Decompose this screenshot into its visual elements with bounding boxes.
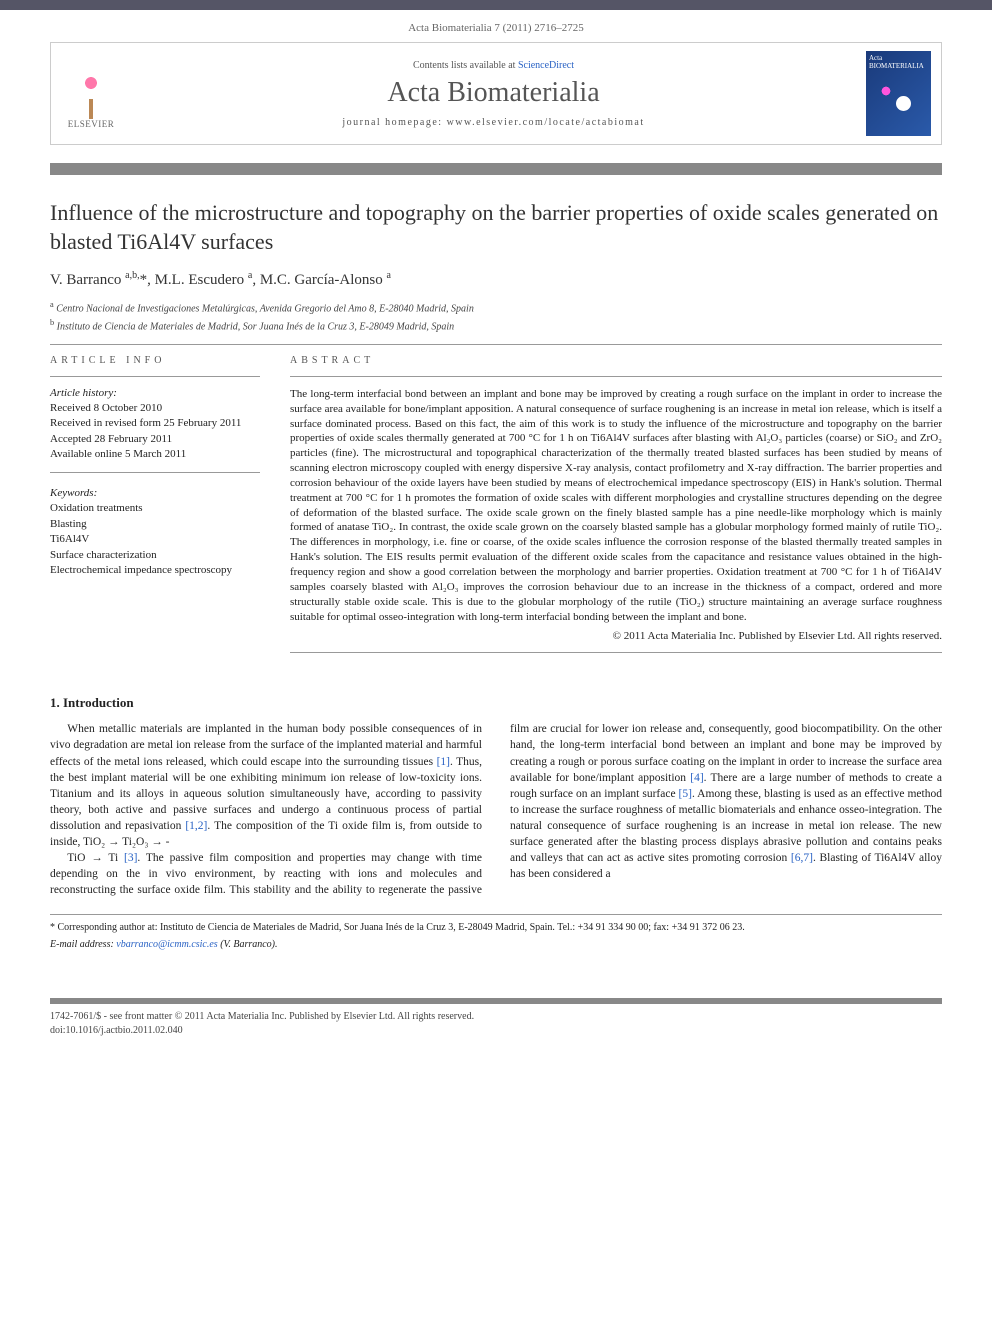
- article-content: Influence of the microstructure and topo…: [0, 175, 992, 980]
- journal-reference: Acta Biomaterialia 7 (2011) 2716–2725: [0, 10, 992, 42]
- info-rule: [50, 376, 260, 377]
- elsevier-tree-icon: [71, 74, 111, 119]
- article-title: Influence of the microstructure and topo…: [50, 199, 942, 256]
- keyword: Oxidation treatments: [50, 501, 260, 516]
- history-revised: Received in revised form 25 February 201…: [50, 416, 260, 431]
- abstract-rule: [290, 376, 942, 377]
- body-para-1: When metallic materials are implanted in…: [50, 721, 482, 850]
- keyword: Surface characterization: [50, 548, 260, 563]
- publisher-name: ELSEVIER: [68, 119, 115, 129]
- history-label: Article history:: [50, 387, 260, 399]
- body-section: 1. Introduction When metallic materials …: [50, 695, 942, 950]
- top-border-bar: [0, 0, 992, 10]
- abstract-column: ABSTRACT The long-term interfacial bond …: [290, 355, 942, 664]
- author-list: V. Barranco a,b,*, M.L. Escudero a, M.C.…: [50, 270, 942, 289]
- email-address[interactable]: vbarranco@icmm.csic.es: [116, 939, 217, 950]
- journal-homepage: journal homepage: www.elsevier.com/locat…: [131, 117, 856, 128]
- publisher-logo[interactable]: ELSEVIER: [61, 59, 121, 129]
- affiliation-a: a Centro Nacional de Investigaciones Met…: [50, 299, 942, 316]
- info-abstract-row: ARTICLE INFO Article history: Received 8…: [50, 355, 942, 664]
- history-online: Available online 5 March 2011: [50, 447, 260, 462]
- email-line: E-mail address: vbarranco@icmm.csic.es (…: [50, 939, 942, 950]
- history-accepted: Accepted 28 February 2011: [50, 432, 260, 447]
- abstract-copyright: © 2011 Acta Materialia Inc. Published by…: [290, 630, 942, 642]
- journal-name: Acta Biomaterialia: [131, 77, 856, 109]
- affiliation-b: b Instituto de Ciencia de Materiales de …: [50, 317, 942, 334]
- keyword: Electrochemical impedance spectroscopy: [50, 563, 260, 578]
- homepage-url[interactable]: www.elsevier.com/locate/actabiomat: [447, 117, 645, 128]
- keyword: Ti6Al4V: [50, 532, 260, 547]
- corresponding-footnote: * Corresponding author at: Instituto de …: [50, 914, 942, 935]
- footer-doi: doi:10.1016/j.actbio.2011.02.040: [50, 1024, 942, 1038]
- keywords-rule: [50, 472, 260, 473]
- keywords-label: Keywords:: [50, 487, 260, 499]
- divider-bar: [50, 163, 942, 175]
- journal-header-box: ELSEVIER Contents lists available at Sci…: [50, 42, 942, 145]
- horizontal-rule: [50, 344, 942, 345]
- abstract-heading: ABSTRACT: [290, 355, 942, 366]
- section-heading: 1. Introduction: [50, 695, 942, 711]
- article-info-heading: ARTICLE INFO: [50, 355, 260, 366]
- history-received: Received 8 October 2010: [50, 401, 260, 416]
- footer-text: 1742-7061/$ - see front matter © 2011 Ac…: [0, 1004, 992, 1058]
- sciencedirect-link[interactable]: ScienceDirect: [518, 60, 574, 71]
- keyword: Blasting: [50, 517, 260, 532]
- abstract-end-rule: [290, 652, 942, 653]
- cover-title: Acta BIOMATERIALIA: [866, 51, 931, 73]
- header-center: Contents lists available at ScienceDirec…: [131, 60, 856, 128]
- abstract-text: The long-term interfacial bond between a…: [290, 387, 942, 625]
- footer-front-matter: 1742-7061/$ - see front matter © 2011 Ac…: [50, 1010, 942, 1024]
- journal-cover-thumbnail[interactable]: Acta BIOMATERIALIA: [866, 51, 931, 136]
- article-info-column: ARTICLE INFO Article history: Received 8…: [50, 355, 260, 664]
- body-columns: When metallic materials are implanted in…: [50, 721, 942, 898]
- affiliations: a Centro Nacional de Investigaciones Met…: [50, 299, 942, 334]
- contents-line: Contents lists available at ScienceDirec…: [131, 60, 856, 71]
